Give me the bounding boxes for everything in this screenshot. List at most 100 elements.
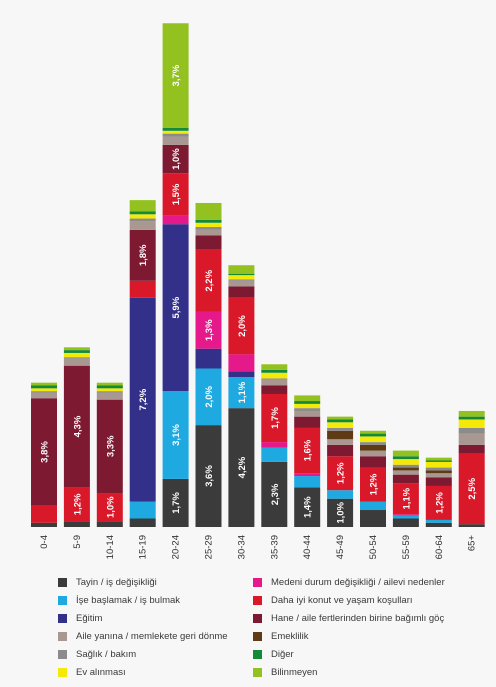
legend-item: Medeni durum değişikliği / ailevi nedenl… [253, 575, 488, 589]
bar-segment [96, 399, 123, 494]
legend-label: Tayin / iş değişikliği [76, 576, 157, 588]
bar-segment [327, 427, 354, 431]
bar-segment [96, 391, 123, 393]
bar-segment [162, 23, 189, 128]
bar-segment [96, 521, 123, 527]
bar-segment [327, 456, 354, 491]
bar-segment [294, 476, 321, 488]
x-tick-label: 10-14 [105, 535, 116, 559]
bar-segment [327, 498, 354, 527]
bar-segment [162, 478, 189, 527]
bar-stack-55-59 [392, 450, 419, 527]
bar-segment [63, 487, 90, 522]
bar-segment [228, 297, 255, 355]
bar-segment [425, 457, 452, 461]
bar-segment [458, 416, 485, 420]
data-label: 1,2% [369, 473, 380, 495]
bar-stack-5-9 [63, 347, 90, 527]
bar-segment [96, 388, 123, 392]
bar-segment [162, 130, 189, 134]
data-label: 4,2% [237, 456, 248, 478]
bar-segment [425, 467, 452, 471]
x-tick-label: 20-24 [171, 535, 182, 559]
bar-segment [195, 229, 222, 236]
bar-segment [96, 392, 123, 400]
legend-item: Aile yanına / memlekete geri dönme [58, 629, 253, 643]
x-tick-label: 0-4 [39, 535, 50, 549]
bar-segment [31, 522, 57, 527]
bar-segment [261, 378, 288, 380]
data-label: 1,2% [336, 462, 347, 484]
bar-segment [360, 442, 386, 445]
data-label: 1,5% [171, 183, 182, 205]
bar-segment [195, 235, 222, 250]
legend-label: Diğer [271, 648, 294, 660]
data-label: 1,6% [303, 439, 314, 461]
bar-segment [162, 127, 189, 131]
bar-segment [360, 450, 386, 457]
bar-segment [261, 369, 288, 373]
bar-segment [425, 519, 452, 523]
bar-stack-30-34 [228, 265, 255, 527]
legend-item: İşe başlamak / iş bulmak [58, 593, 253, 607]
data-label: 2,0% [204, 385, 215, 407]
bar-segment [129, 229, 156, 281]
bar-segment [360, 456, 386, 468]
legend-item: Eğitim [58, 611, 253, 625]
data-label: 2,5% [467, 477, 478, 499]
bar-segment [327, 419, 354, 423]
bar-segment [392, 514, 419, 516]
bar-segment [294, 410, 321, 417]
bar-segment [327, 416, 354, 420]
bar-segment [96, 382, 123, 386]
x-tick-label: 45-49 [335, 535, 346, 559]
bar-segment [392, 515, 419, 519]
bar-segment [294, 408, 321, 411]
bar-segment [195, 311, 222, 349]
bar-segment [261, 442, 288, 448]
bar-segment [195, 219, 222, 223]
bar-segment [162, 144, 189, 174]
bar-segment [294, 401, 321, 404]
legend-swatch [58, 631, 67, 641]
bar-segment [425, 461, 452, 468]
data-label: 1,8% [138, 244, 149, 266]
data-label: 2,3% [270, 483, 281, 505]
bar-segment [425, 522, 452, 527]
bar-segment [392, 518, 419, 527]
legend-label: Emeklilik [271, 630, 309, 642]
data-label: 1,2% [434, 492, 445, 514]
bar-segment [425, 477, 452, 486]
bar-segment [360, 501, 386, 511]
x-tick-label: 25-29 [204, 535, 215, 559]
bar-stack-60-64 [425, 457, 452, 527]
legend-item: Emeklilik [253, 629, 488, 643]
bar-stack-15-19 [129, 200, 156, 527]
bar-segment [31, 392, 57, 399]
bar-segment [129, 297, 156, 502]
legend-item: Tayin / iş değişikliği [58, 575, 253, 589]
legend-label: Daha iyi konut ve yaşam koşulları [271, 594, 413, 606]
legend-swatch [253, 649, 262, 659]
bar-segment [129, 518, 156, 527]
bar-segment [195, 227, 222, 230]
legend-item: Ev alınması [58, 665, 253, 679]
bar-segment [228, 273, 255, 276]
bar-segment [360, 433, 386, 437]
data-label: 3,3% [105, 435, 116, 457]
data-label: 1,0% [336, 501, 347, 523]
legend-item: Sağlık / bakım [58, 647, 253, 661]
bar-segment [392, 464, 419, 468]
bar-segment [31, 382, 57, 386]
bar-stack-45-49 [327, 416, 354, 527]
legend: Tayin / iş değişikliği Medeni durum değiş… [58, 575, 488, 679]
bar-segment [294, 473, 321, 477]
bar-segment [228, 286, 255, 298]
bar-segment [162, 391, 189, 479]
bar-segment [327, 422, 354, 428]
data-label: 1,0% [171, 148, 182, 170]
bar-segment [63, 357, 90, 359]
bar-segment [162, 173, 189, 216]
legend-item: Bilinmeyen [253, 665, 488, 679]
bar-segment [162, 224, 189, 392]
